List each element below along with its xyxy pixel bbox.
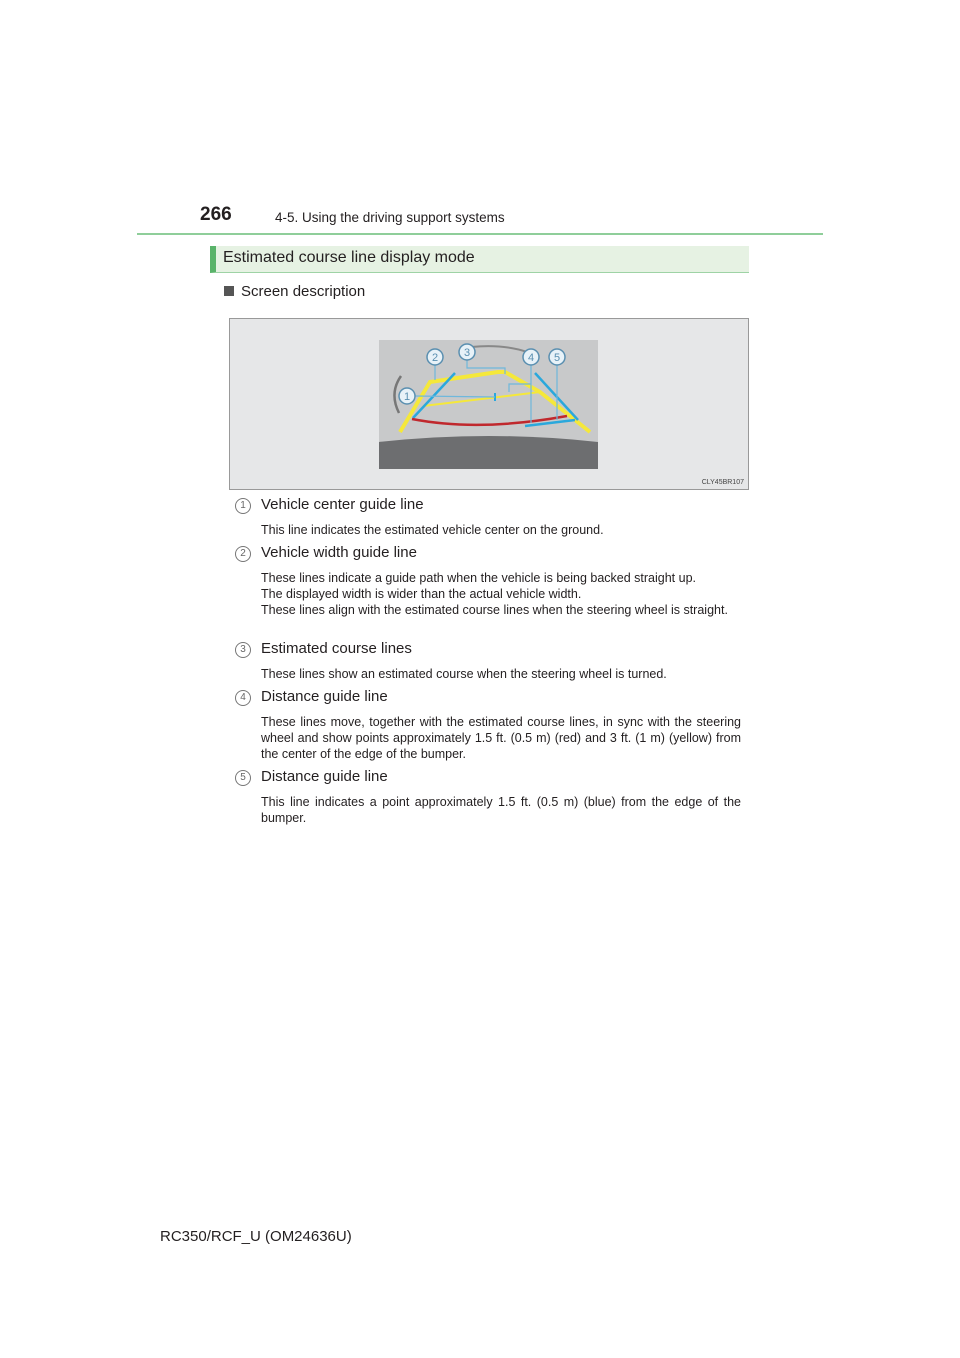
illustration-svg: 1 2 3 4 5 — [379, 340, 598, 469]
item-number: 3 — [235, 642, 251, 658]
item-title: Vehicle center guide line — [261, 496, 424, 513]
subheading-text: Screen description — [241, 283, 366, 300]
item-description: These lines indicate a guide path when t… — [261, 571, 728, 617]
page-number: 266 — [200, 204, 232, 225]
item-description: This line indicates the estimated vehicl… — [261, 523, 604, 537]
item-title: Vehicle width guide line — [261, 544, 417, 561]
callout-arc — [470, 345, 528, 353]
camera-screen-illustration: 1 2 3 4 5 CLY45BR107 — [229, 318, 749, 490]
callout-1: 1 — [404, 391, 410, 403]
steering-arc — [393, 375, 403, 414]
callout-2: 2 — [432, 352, 438, 364]
footer-model-code: RC350/RCF_U (OM24636U) — [160, 1228, 352, 1245]
section-heading: Estimated course line display mode — [210, 246, 749, 273]
subheading: Screen description — [224, 283, 365, 300]
red-distance-line — [411, 414, 568, 427]
square-bullet-icon — [224, 286, 234, 296]
item-title: Estimated course lines — [261, 640, 412, 657]
callout-4: 4 — [528, 352, 534, 364]
item-title: Distance guide line — [261, 688, 388, 705]
item-description: These lines move, together with the esti… — [261, 715, 741, 761]
heading-text: Estimated course line display mode — [223, 249, 475, 266]
item-title: Distance guide line — [261, 768, 388, 785]
width-guide-left — [412, 372, 456, 419]
item-number: 2 — [235, 546, 251, 562]
header-divider — [137, 233, 823, 235]
callout-markers: 1 2 3 4 5 — [398, 343, 566, 405]
yellow-distance-line — [422, 391, 541, 407]
callout-3: 3 — [464, 347, 470, 359]
item-number: 1 — [235, 498, 251, 514]
estimated-course-line — [398, 370, 592, 434]
figure-code: CLY45BR107 — [701, 479, 744, 486]
leader-lines — [414, 360, 558, 423]
item-description: These lines show an estimated course whe… — [261, 667, 667, 681]
bumper — [379, 436, 598, 469]
item-description: This line indicates a point approximatel… — [261, 795, 741, 825]
item-number: 4 — [235, 690, 251, 706]
blue-distance-line — [524, 418, 576, 428]
section-title: 4-5. Using the driving support systems — [275, 210, 505, 225]
item-number: 5 — [235, 770, 251, 786]
callout-5: 5 — [554, 352, 560, 364]
